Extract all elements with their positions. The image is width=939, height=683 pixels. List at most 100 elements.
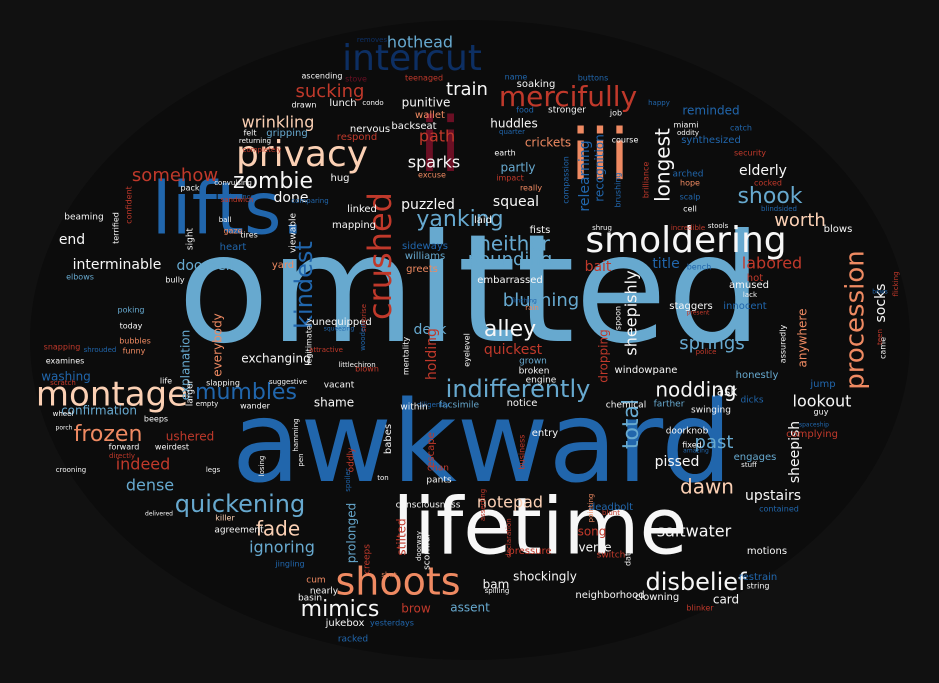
word-came: came xyxy=(879,337,888,359)
word-cum: cum xyxy=(306,576,325,586)
word-stove: stove xyxy=(345,75,367,84)
word-montage: montage xyxy=(36,375,188,415)
word-grown: grown xyxy=(519,357,547,367)
word-bubbles: bubbles xyxy=(119,337,151,346)
word-interminable: interminable xyxy=(73,257,162,273)
word-blinker: blinker xyxy=(686,604,714,613)
word-slapping: slapping xyxy=(206,379,240,388)
word-miami: miami xyxy=(674,121,699,130)
word-motions: motions xyxy=(747,546,787,557)
word-past: past xyxy=(695,432,734,453)
word-forward: forward xyxy=(109,443,140,452)
word-dense: dense xyxy=(126,476,174,495)
word-lunch: lunch xyxy=(329,98,356,109)
word-relaxing: relaxing xyxy=(444,517,452,545)
word-puzzled: puzzled xyxy=(401,197,455,213)
word-everybody: everybody xyxy=(211,313,225,377)
word-ball: ball xyxy=(219,216,232,224)
word-omitted: omitted xyxy=(178,203,763,377)
word-agreement: agreement xyxy=(214,526,264,536)
word-neighborhood: neighborhood xyxy=(575,590,644,601)
word-washing: washing xyxy=(41,370,91,384)
word-consciousness: consciousness xyxy=(396,501,461,511)
word-pack: pack xyxy=(180,184,199,193)
word-killer: killer xyxy=(215,514,235,523)
word-suggestive: suggestive xyxy=(269,378,307,386)
word-creeps: creeps xyxy=(363,544,373,574)
word-felt: felt xyxy=(243,129,256,138)
word-teen: teen xyxy=(876,329,884,345)
word-intercut: intercut xyxy=(342,38,482,79)
word-nodding: nodding xyxy=(655,378,736,402)
word-earth: earth xyxy=(494,149,515,158)
word-bam: bam xyxy=(483,578,510,592)
word-total: total xyxy=(619,399,644,449)
word-basin: basin xyxy=(298,594,322,604)
word-wrinkling: wrinkling xyxy=(242,113,315,132)
word-impact: impact xyxy=(496,174,524,183)
word-switch: switch xyxy=(597,551,626,561)
word-crushed: crushed xyxy=(361,192,399,320)
word-snapping: snapping xyxy=(44,343,81,352)
word-blows: blows xyxy=(824,224,853,235)
word-verse: verse xyxy=(578,541,611,555)
word-laid: laid xyxy=(474,215,492,226)
word-weirdest: weirdest xyxy=(155,443,189,452)
word-porch: porch xyxy=(56,425,73,432)
word-shockingly: shockingly xyxy=(513,570,577,584)
word-upstairs: upstairs xyxy=(745,488,801,504)
word-stuff: stuff xyxy=(741,461,757,469)
word-assent: assent xyxy=(450,601,490,615)
word-facsimile: facsimile xyxy=(439,401,480,411)
word-engine: engine xyxy=(526,376,557,386)
word-sight: sight xyxy=(186,227,196,250)
word-delivered: delivered xyxy=(145,511,173,518)
word-recognition: recognition xyxy=(593,134,607,202)
word-pointing: pointing xyxy=(587,494,595,523)
word-compassion: compassion xyxy=(562,156,571,204)
word-empty: empty xyxy=(196,400,218,408)
word-ushered: ushered xyxy=(166,430,215,444)
word-respond: respond xyxy=(337,132,377,143)
word-gaze: gaze xyxy=(223,227,242,236)
word-reminded: reminded xyxy=(682,104,739,118)
word-scalp: scalp xyxy=(680,193,701,202)
word-wooden: wooden xyxy=(359,323,367,350)
word-attractive: attractive xyxy=(309,346,343,354)
word-teenaged: teenaged xyxy=(405,74,443,83)
word-stools: stools xyxy=(708,222,729,230)
word-pissed: pissed xyxy=(655,454,700,470)
word-oddly: oddly xyxy=(347,447,357,472)
word-backseat: backseat xyxy=(391,121,436,132)
word-springs: springs xyxy=(679,333,744,354)
word-funny: funny xyxy=(123,347,146,356)
word-brushing: brushing xyxy=(614,172,623,207)
word-ignoring: ignoring xyxy=(249,538,315,557)
word-windowpane: windowpane xyxy=(615,365,678,376)
word-fade: fade xyxy=(256,517,300,541)
word-confident: confident xyxy=(125,186,134,224)
word-present: present xyxy=(687,310,710,317)
word-ask: ask xyxy=(717,385,738,399)
word-bench: bench xyxy=(687,263,712,272)
word-gripping: gripping xyxy=(266,128,307,139)
word-procession: procession xyxy=(841,250,871,390)
word-security: security xyxy=(734,149,766,158)
word-dawn: dawn xyxy=(680,475,734,499)
word-chan: chan xyxy=(427,464,449,474)
word-really: really xyxy=(520,184,542,193)
word-stilted: stilted xyxy=(395,518,409,555)
word-wheel: wheel xyxy=(53,410,74,418)
word-assuredly: assuredly xyxy=(779,325,788,364)
word-hamming: hamming xyxy=(292,418,300,451)
word-alley: alley xyxy=(484,317,536,342)
word-shrug: shrug xyxy=(592,224,612,232)
word-babes: babes xyxy=(383,424,394,454)
word-clowning: clowning xyxy=(635,592,679,603)
word-surprise: surprise xyxy=(360,304,368,332)
word-somehow: somehow xyxy=(132,165,218,186)
word-synthesized: synthesized xyxy=(681,135,741,146)
word-explanation: explanation xyxy=(179,330,193,401)
word-flinching: flinching xyxy=(511,298,537,305)
word-littlechiron: littlechiron xyxy=(338,361,375,369)
